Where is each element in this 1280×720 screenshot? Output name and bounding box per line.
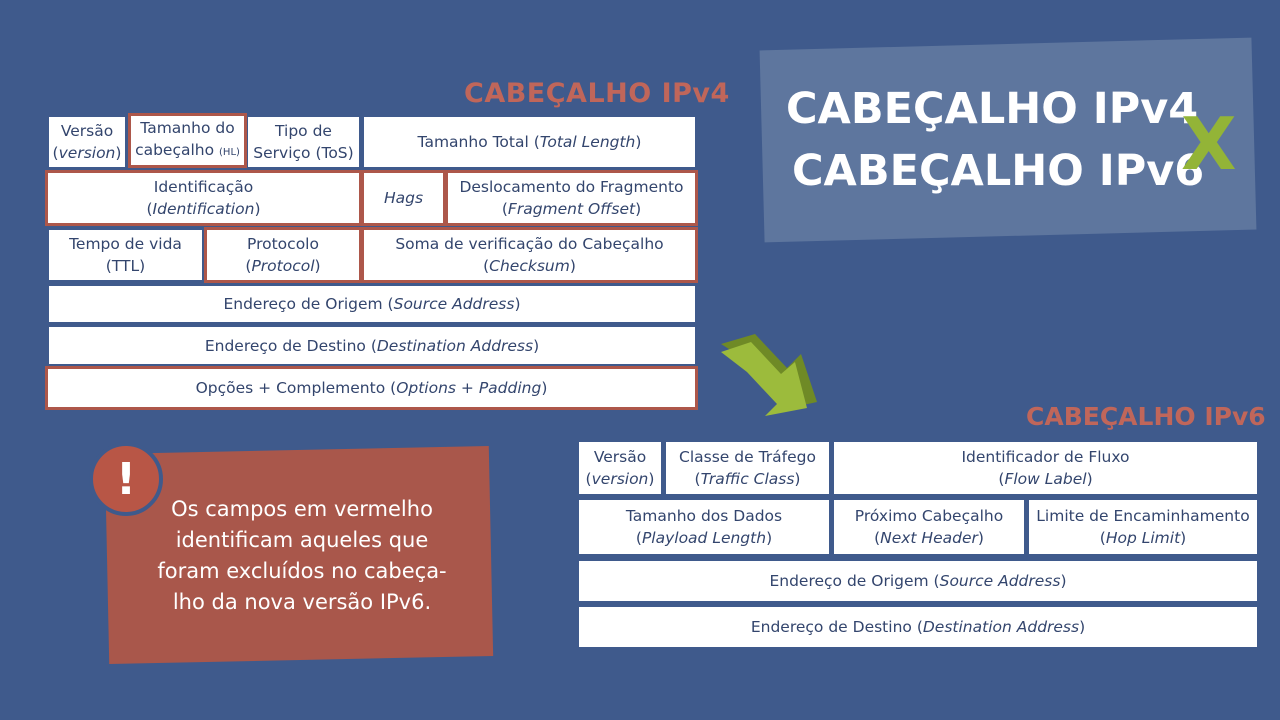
field-label: Identificador de Fluxo [961,448,1130,466]
field-label: Identificação [153,178,254,196]
ipv6-flow-label-field: Identificador de Fluxo (Flow Label) [834,442,1257,494]
ipv6-next-header-field: Próximo Cabeçalho (Next Header) [834,500,1024,554]
ipv4-header-length-field: Tamanho do cabeçalho (HL) [128,113,247,168]
field-label: Tamanho dos Dados [625,507,783,525]
field-label: Classe de Tráfego [679,448,816,466]
note-text: Os campos em vermelho identificam aquele… [137,494,467,618]
ipv4-protocol-field: Protocolo (Protocol) [204,227,362,283]
ipv6-payload-length-field: Tamanho dos Dados (Playload Length) [579,500,829,554]
field-english: version [591,470,649,488]
ipv6-destination-address-field: Endereço de Destino (Destination Address… [579,607,1257,647]
field-label: Endereço de Destino [204,336,366,355]
field-label-2: Serviço (ToS) [253,144,354,162]
ipv4-tos-field: Tipo de Serviço (ToS) [248,117,359,167]
ipv4-title: CABEÇALHO IPv4 [464,78,730,109]
ipv6-title: CABEÇALHO IPv6 [1026,402,1266,431]
note-line: identificam aqueles que [175,528,429,552]
note-line: foram excluídos no cabeça- [157,559,447,583]
field-label: Deslocamento do Fragmento [459,178,684,196]
ipv4-source-address-field: Endereço de Origem (Source Address) [49,286,695,322]
x-mark-icon: X [1181,102,1237,186]
ipv4-destination-address-field: Endereço de Destino (Destination Address… [49,327,695,364]
field-english: Fragment Offset [507,200,636,218]
field-label: Endereço de Origem [769,572,929,590]
field-abbr: (HL) [219,147,240,158]
ipv4-fragment-offset-field: Deslocamento do Fragmento (Fragment Offs… [445,170,698,226]
field-label: Opções + Complemento [195,379,386,397]
note-line: lho da nova versão IPv6. [172,590,432,614]
ipv4-total-length-field: Tamanho Total (Total Length) [364,117,695,167]
heading-line-ipv4: CABEÇALHO IPv4 [786,84,1199,134]
field-english: Destination Address [922,618,1080,636]
field-english: Identification [152,200,255,218]
exclamation-icon: ! [89,442,163,516]
ipv4-identification-field: Identificação (Identification) [45,170,362,226]
field-label-2: cabeçalho [135,141,215,159]
ipv4-ttl-field: Tempo de vida (TTL) [49,230,202,280]
field-english: Traffic Class [700,470,795,488]
field-label: Tamanho Total [417,133,529,151]
field-english: Playload Length [641,529,767,547]
ipv6-source-address-field: Endereço de Origem (Source Address) [579,561,1257,601]
field-label: Endereço de Destino [750,618,912,636]
field-label: Endereço de Origem [223,295,383,313]
field-english: Checksum [489,257,570,275]
ipv6-traffic-class-field: Classe de Tráfego (Traffic Class) [666,442,829,494]
field-english: Source Address [939,572,1061,590]
ipv6-version-field: Versão (version) [579,442,661,494]
ipv4-version-field: Versão (version) [49,117,125,167]
field-label: Versão [60,122,114,140]
field-label: Tipo de [275,122,332,140]
field-label: Tempo de vida [69,235,182,253]
arrow-down-right-icon [721,334,817,416]
field-english: Options + Padding [396,379,542,397]
field-english: Flow Label [1004,470,1087,488]
field-english: Total Length [539,133,636,151]
ipv4-checksum-field: Soma de verificação do Cabeçalho (Checks… [361,227,698,283]
heading-line-ipv6: CABEÇALHO IPv6 [792,146,1205,196]
field-label: Hags [383,189,424,207]
field-abbr: (TTL) [105,257,146,275]
field-english: Destination Address [376,336,534,355]
field-english: Source Address [393,295,515,313]
field-english: version [58,144,116,162]
field-label: Próximo Cabeçalho [854,507,1004,525]
ipv4-options-padding-field: Opções + Complemento (Options + Padding) [45,366,698,410]
field-label: Protocolo [247,235,319,253]
field-english: Hop Limit [1105,529,1181,547]
field-label: Limite de Encaminhamento [1036,507,1250,525]
ipv4-flags-field: Hags [361,170,446,226]
field-label: Soma de verificação do Cabeçalho [395,235,664,253]
note-line: Os campos em vermelho [171,497,433,521]
field-label: Versão [593,448,647,466]
field-english: Next Header [880,529,978,547]
field-label: Tamanho do [140,119,235,137]
ipv6-hop-limit-field: Limite de Encaminhamento (Hop Limit) [1029,500,1257,554]
field-english: Protocol [251,257,315,275]
